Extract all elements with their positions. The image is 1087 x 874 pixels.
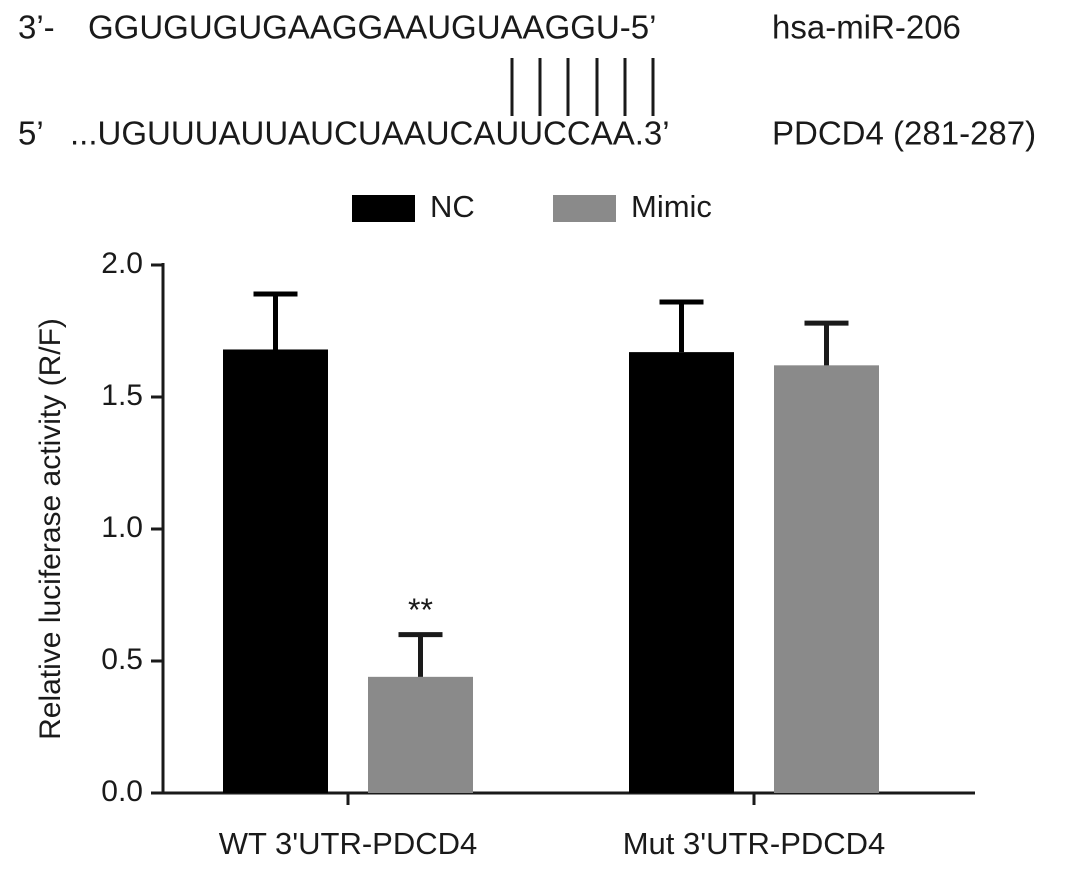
- error-bar: [804, 320, 849, 366]
- y-tick-label: 2.0: [101, 247, 143, 280]
- bar: [629, 352, 734, 793]
- legend-swatch: [553, 195, 616, 222]
- y-tick-label: 0.0: [101, 775, 143, 808]
- error-bar: [398, 632, 443, 677]
- error-bar: [253, 291, 298, 350]
- significance: **: [408, 592, 433, 628]
- legend-label: Mimic: [631, 189, 712, 224]
- mirna-sequence: GGUGUGUGAAGGAAUGUAAGGU-5’: [88, 9, 656, 46]
- target-sequence: ...UGUUUAUUAUCUAAUCAUUCCAA.3’: [70, 115, 670, 152]
- bar: [774, 365, 879, 793]
- y-tick-label: 1.0: [101, 511, 143, 544]
- base-pairing: [510, 58, 655, 116]
- x-tick-label: WT 3'UTR-PDCD4: [219, 826, 478, 861]
- y-tick-label: 0.5: [101, 643, 143, 676]
- target-prefix: 5’: [18, 115, 44, 152]
- legend-label: NC: [430, 189, 475, 224]
- x-tick-label: Mut 3'UTR-PDCD4: [623, 826, 886, 861]
- error-bar: [659, 299, 704, 353]
- mirna-prefix: 3’-: [18, 9, 55, 46]
- mirna-name: hsa-miR-206: [772, 9, 961, 46]
- bar: [368, 676, 473, 793]
- target-name: PDCD4 (281-287): [772, 115, 1036, 152]
- bar: [223, 349, 328, 793]
- y-axis-label: Relative luciferase activity (R/F): [34, 318, 67, 740]
- legend-swatch: [352, 195, 415, 222]
- y-tick-label: 1.5: [101, 379, 143, 412]
